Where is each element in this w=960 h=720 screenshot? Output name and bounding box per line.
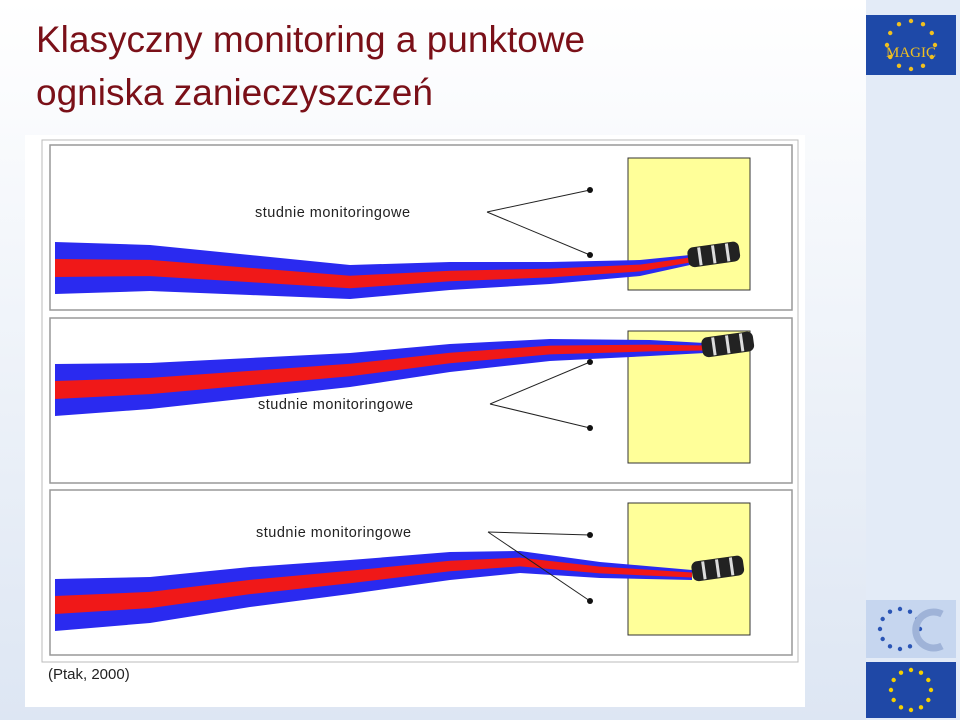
star bbox=[908, 18, 914, 24]
barrel-band bbox=[725, 335, 731, 354]
well-label: studnie monitoringowe bbox=[256, 525, 412, 541]
star bbox=[918, 670, 924, 675]
star bbox=[907, 609, 913, 614]
pointer-line bbox=[489, 403, 591, 429]
plume-outer bbox=[55, 551, 692, 631]
star bbox=[932, 42, 938, 48]
star bbox=[926, 677, 931, 683]
barrel-band bbox=[711, 245, 717, 264]
title-line: ogniska zanieczyszczeń bbox=[36, 72, 433, 113]
plume-outer bbox=[55, 242, 690, 299]
barrel bbox=[687, 241, 741, 268]
star bbox=[880, 616, 885, 622]
pointer-line bbox=[487, 531, 591, 602]
star bbox=[908, 707, 914, 713]
plume-core bbox=[55, 557, 692, 614]
well bbox=[587, 532, 593, 538]
barrel-band bbox=[724, 243, 731, 262]
pointer-line bbox=[486, 211, 591, 256]
star bbox=[896, 63, 902, 68]
star bbox=[929, 30, 934, 36]
star bbox=[908, 667, 914, 673]
title-line: Klasyczny monitoring a punktowe bbox=[36, 19, 585, 60]
star bbox=[887, 644, 893, 649]
barrel bbox=[701, 331, 755, 358]
well-label: studnie monitoringowe bbox=[255, 205, 411, 221]
panel: studnie monitoringowe bbox=[49, 317, 793, 484]
star bbox=[898, 670, 904, 675]
well bbox=[587, 359, 593, 365]
plume-core bbox=[55, 344, 705, 399]
star bbox=[897, 606, 903, 612]
star bbox=[920, 22, 926, 27]
well bbox=[587, 425, 593, 431]
star bbox=[907, 644, 913, 649]
barrel-band bbox=[738, 333, 745, 352]
star bbox=[929, 54, 934, 60]
pointer-line bbox=[487, 531, 591, 536]
star bbox=[908, 66, 914, 72]
barrel-band bbox=[697, 247, 703, 266]
star bbox=[887, 609, 893, 614]
star bbox=[926, 697, 931, 703]
star bbox=[896, 22, 902, 27]
logo-text: MAGIC bbox=[886, 45, 936, 61]
star bbox=[880, 636, 885, 642]
citation: (Ptak, 2000) bbox=[48, 666, 130, 683]
star bbox=[918, 705, 924, 710]
logo-box bbox=[866, 15, 956, 75]
star bbox=[920, 63, 926, 68]
star bbox=[884, 42, 890, 48]
panel: studnie monitoringowe bbox=[49, 489, 793, 656]
well bbox=[587, 598, 593, 604]
pointer-line bbox=[489, 361, 591, 405]
plume-core bbox=[55, 257, 690, 289]
star bbox=[928, 687, 934, 693]
barrel-band bbox=[715, 559, 721, 578]
star bbox=[877, 626, 883, 632]
barrel-band bbox=[711, 337, 717, 356]
logo-c bbox=[912, 608, 944, 652]
star bbox=[888, 30, 893, 36]
star bbox=[898, 705, 904, 710]
star bbox=[897, 646, 903, 652]
star bbox=[891, 677, 896, 683]
well-label: studnie monitoringowe bbox=[258, 397, 414, 413]
barrel-band bbox=[701, 561, 707, 580]
panel: studnie monitoringowe bbox=[49, 144, 793, 311]
barrel-band bbox=[728, 557, 735, 576]
well bbox=[587, 187, 593, 193]
barrel bbox=[691, 555, 745, 582]
star bbox=[891, 697, 896, 703]
well bbox=[587, 252, 593, 258]
plume-outer bbox=[55, 339, 705, 416]
pointer-line bbox=[486, 189, 591, 213]
star bbox=[888, 687, 894, 693]
star bbox=[888, 54, 893, 60]
